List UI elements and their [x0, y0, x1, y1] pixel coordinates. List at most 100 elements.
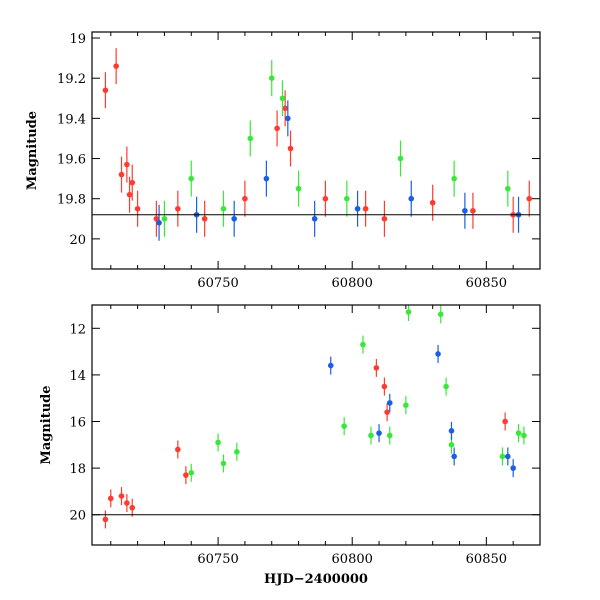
data-point-red — [153, 215, 160, 222]
data-point-red — [384, 409, 390, 415]
data-point-blue — [448, 428, 455, 434]
data-point-blue — [435, 351, 441, 357]
y-tick-label: 19.6 — [57, 153, 86, 168]
data-point-green — [521, 432, 527, 439]
top-panel-points — [102, 48, 533, 241]
data-point-red — [381, 215, 388, 222]
data-point-blue — [263, 175, 270, 182]
data-point-red — [175, 205, 181, 212]
y-tick-label: 19.4 — [57, 112, 86, 127]
data-point-green — [234, 448, 240, 455]
x-tick-label: 60850 — [466, 552, 507, 567]
data-point-red — [429, 199, 436, 206]
y-tick-label: 19 — [69, 32, 86, 47]
x-tick-label: 60800 — [332, 552, 373, 567]
data-point-blue — [327, 362, 334, 369]
data-point-green — [247, 135, 254, 142]
data-point-green — [397, 155, 404, 162]
data-point-red — [373, 365, 380, 371]
data-point-green — [360, 341, 366, 348]
y-tick-label: 18 — [69, 462, 86, 477]
data-point-blue — [408, 195, 415, 202]
data-point-green — [443, 383, 449, 390]
data-point-blue — [505, 453, 511, 460]
data-point-blue — [156, 220, 162, 226]
bottom-panel-x-axis-label: HJD−2400000 — [264, 572, 368, 587]
data-point-blue — [354, 205, 361, 212]
y-tick-label: 20 — [69, 509, 86, 524]
data-point-red — [287, 145, 294, 152]
y-tick-label: 12 — [69, 322, 86, 337]
data-point-green — [188, 469, 195, 476]
x-tick-label: 60750 — [197, 552, 238, 567]
data-point-red — [129, 179, 136, 186]
top-panel-frame — [91, 31, 541, 270]
data-point-green — [279, 95, 286, 102]
data-point-red — [118, 493, 125, 499]
data-point-red — [282, 105, 288, 112]
data-point-red — [124, 500, 130, 506]
data-point-red — [381, 383, 388, 390]
y-tick-label: 16 — [69, 416, 86, 431]
data-point-red — [113, 63, 119, 69]
data-point-green — [344, 195, 350, 202]
data-point-green — [215, 439, 221, 446]
data-point-green — [188, 175, 195, 182]
data-point-red — [201, 215, 208, 222]
data-point-green — [403, 402, 409, 408]
data-point-green — [341, 423, 347, 429]
data-point-blue — [231, 215, 237, 222]
data-point-red — [102, 87, 109, 94]
top-panel-ticks: 60750 60800 60850 19 19.2 19.4 19.6 19.8 20 — [57, 32, 541, 291]
data-point-red — [124, 161, 130, 168]
data-point-green — [437, 311, 444, 318]
data-point-red — [175, 446, 181, 453]
x-tick-label: 60850 — [466, 276, 507, 291]
data-point-red — [470, 207, 476, 214]
data-point-blue — [386, 400, 393, 406]
x-tick-label: 60750 — [197, 276, 238, 291]
data-point-red — [242, 195, 248, 202]
data-point-blue — [285, 115, 291, 122]
data-point-blue — [311, 215, 318, 222]
data-point-red — [183, 472, 189, 478]
data-point-green — [448, 442, 455, 448]
data-point-green — [451, 175, 457, 182]
data-point-green — [515, 430, 522, 436]
data-point-red — [502, 418, 508, 425]
bottom-panel: 60750 60800 60850 12 14 16 18 20 Magnitude HJD−… — [39, 304, 541, 587]
data-point-green — [505, 185, 511, 192]
data-point-blue — [451, 453, 457, 460]
data-point-blue — [462, 207, 468, 214]
data-point-green — [220, 205, 227, 212]
bottom-panel-frame — [91, 304, 541, 546]
top-panel-y-axis-label: Magnitude — [25, 111, 40, 190]
data-point-green — [386, 432, 393, 439]
data-point-red — [274, 125, 280, 132]
data-point-red — [107, 495, 114, 502]
y-tick-label: 19.8 — [57, 193, 86, 208]
data-point-red — [362, 205, 369, 212]
y-tick-label: 14 — [69, 369, 86, 384]
data-point-red — [129, 504, 136, 511]
data-point-red — [526, 195, 533, 202]
data-point-red — [102, 516, 109, 523]
bottom-panel-y-axis-label: Magnitude — [39, 385, 54, 464]
data-point-green — [161, 215, 168, 222]
data-point-green — [268, 75, 275, 81]
data-point-green — [405, 309, 412, 315]
data-point-green — [499, 453, 506, 460]
y-tick-label: 19.2 — [57, 72, 86, 87]
bottom-panel-ticks: 60750 60800 60850 12 14 16 18 20 — [69, 305, 541, 567]
data-point-blue — [510, 465, 516, 471]
bottom-panel-points — [102, 305, 527, 529]
data-point-blue — [376, 430, 382, 436]
x-tick-label: 60800 — [332, 276, 373, 291]
top-panel: 60750 60800 60850 19 19.2 19.4 19.6 19.8 20 Magn… — [25, 31, 541, 291]
data-point-green — [295, 185, 302, 192]
data-point-red — [322, 195, 329, 202]
data-point-red — [134, 205, 141, 212]
data-point-green — [368, 432, 374, 439]
data-point-red — [126, 191, 133, 198]
